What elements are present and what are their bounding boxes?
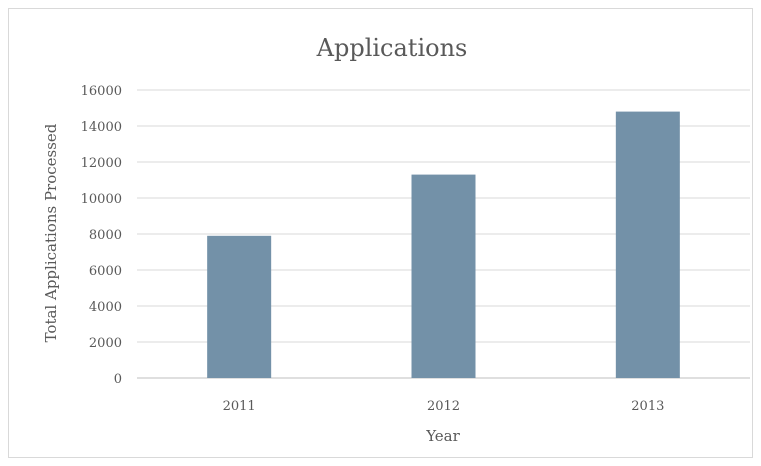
y-tick-label: 16000 bbox=[81, 84, 122, 99]
y-tick-label: 0 bbox=[114, 372, 122, 387]
x-tick-label: 2011 bbox=[223, 399, 256, 414]
y-tick-label: 14000 bbox=[81, 120, 122, 135]
y-axis-label: Total Applications Processed bbox=[42, 123, 60, 342]
chart-title: Applications bbox=[316, 34, 468, 62]
y-tick-label: 10000 bbox=[81, 192, 122, 207]
x-tick-labels: 2011 2012 2013 bbox=[223, 399, 665, 414]
bar-2013 bbox=[615, 111, 680, 378]
x-axis-label: Year bbox=[425, 427, 460, 445]
bar-2012 bbox=[411, 174, 476, 378]
bar-2011 bbox=[207, 235, 272, 378]
bars bbox=[207, 111, 680, 378]
x-tick-label: 2012 bbox=[427, 399, 460, 414]
y-tick-label: 2000 bbox=[89, 336, 122, 351]
y-tick-label: 6000 bbox=[89, 264, 122, 279]
y-tick-label: 8000 bbox=[89, 228, 122, 243]
x-tick-label: 2013 bbox=[631, 399, 664, 414]
y-tick-label: 12000 bbox=[81, 156, 122, 171]
y-tick-label: 4000 bbox=[89, 300, 122, 315]
y-tick-labels: 0 2000 4000 6000 8000 10000 12000 14000 16000 bbox=[81, 84, 122, 387]
